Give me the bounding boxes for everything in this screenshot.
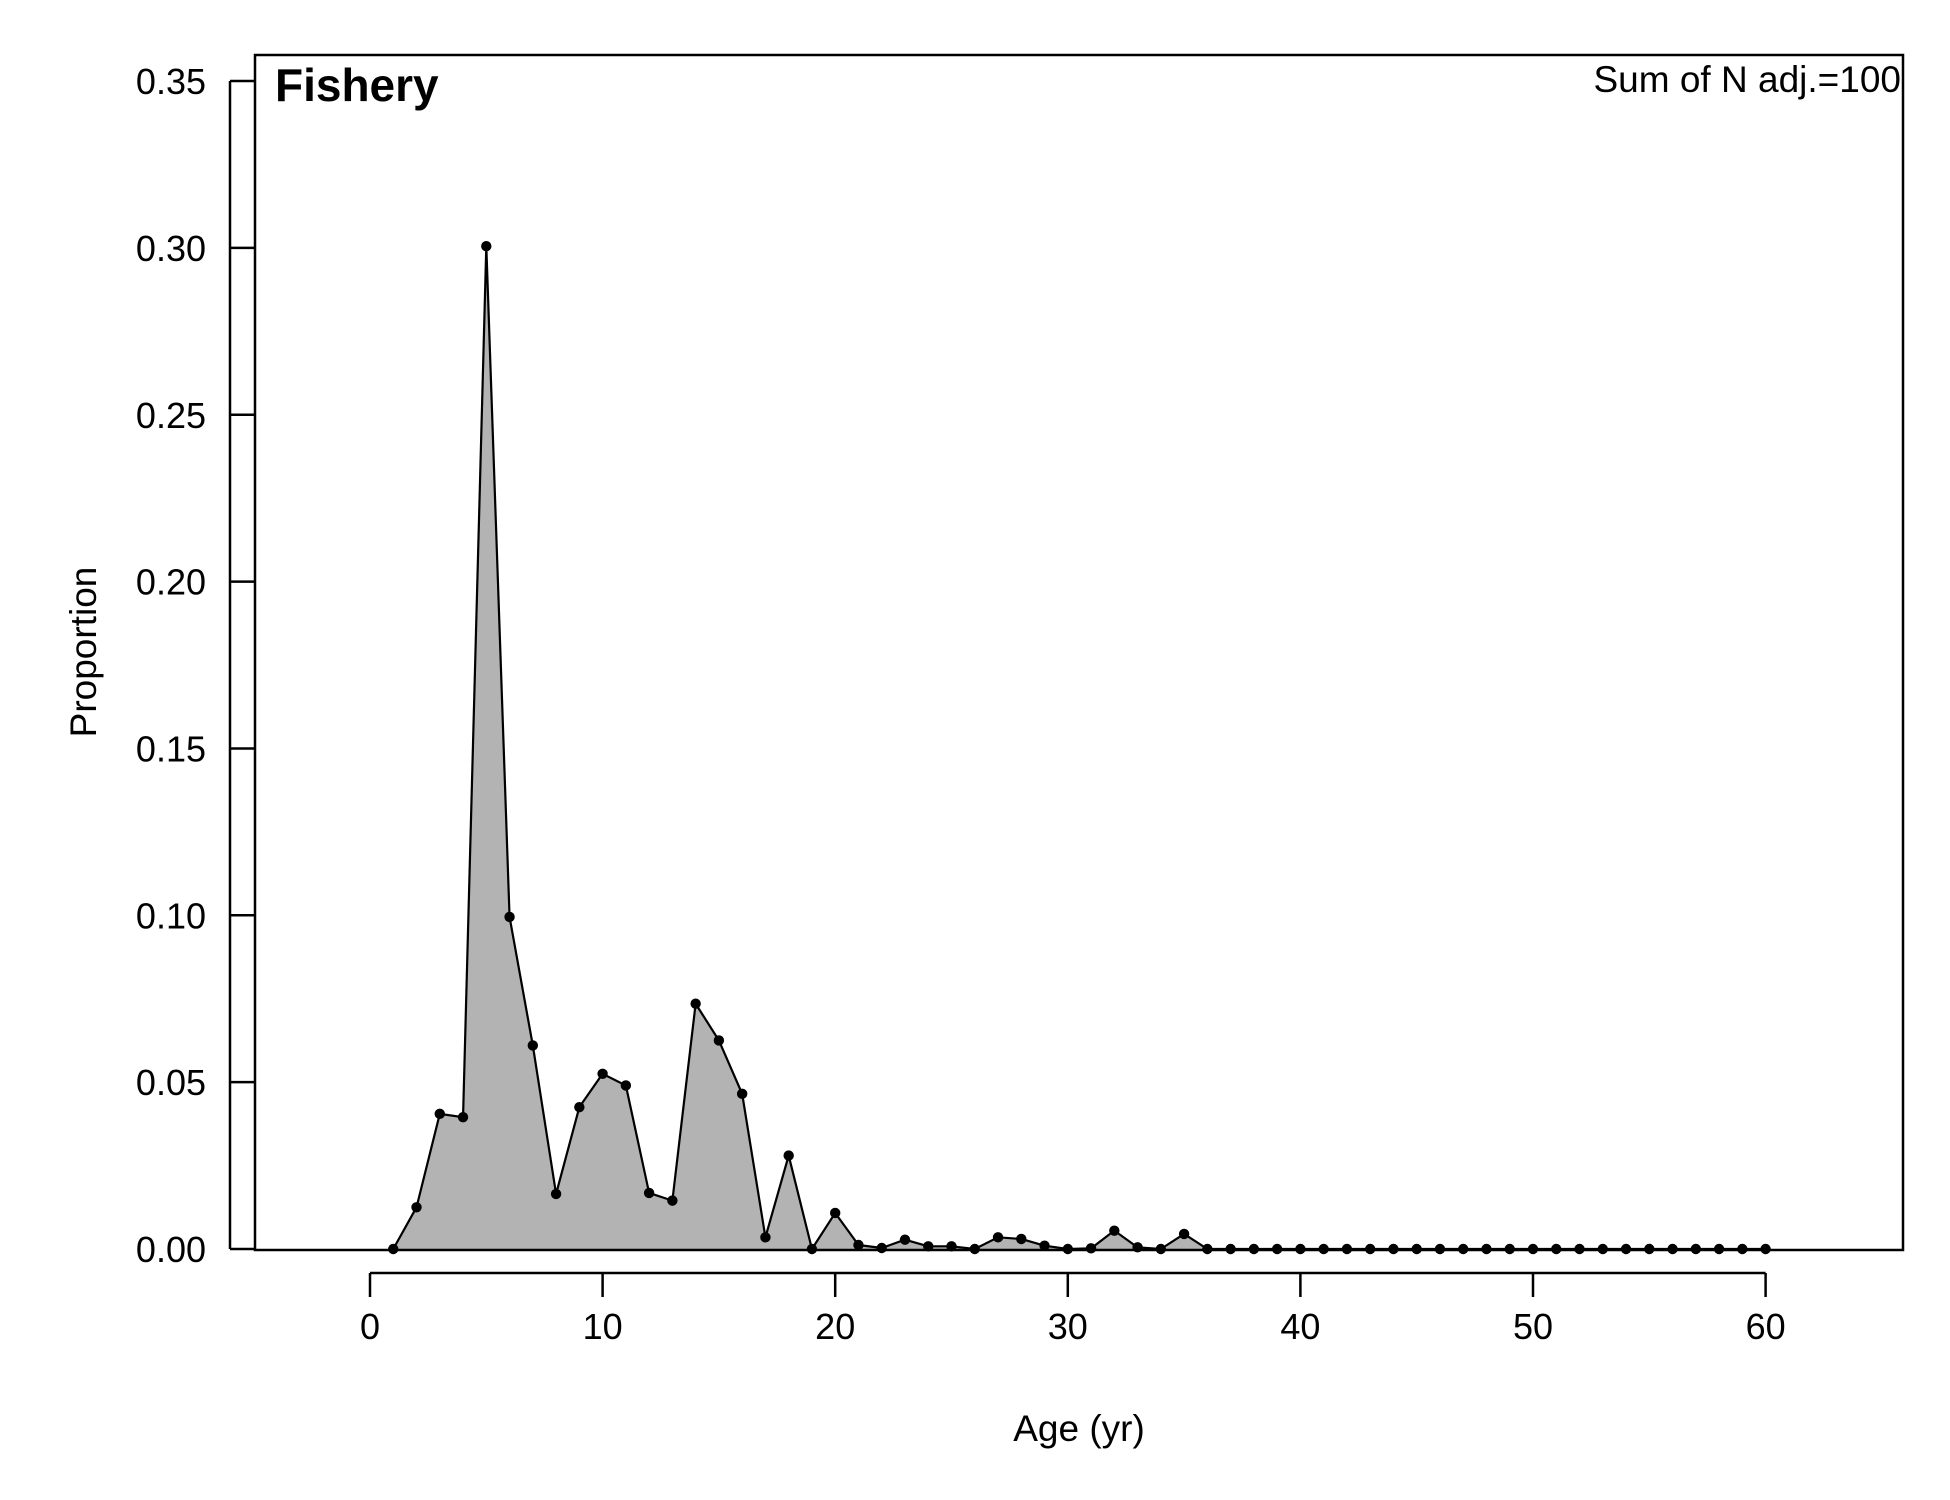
data-point-age-13 [667, 1195, 678, 1206]
data-point-age-27 [992, 1232, 1004, 1243]
y-tick-label: 0.05 [136, 1062, 206, 1103]
x-tick-label: 50 [1513, 1306, 1553, 1347]
x-tick-label: 30 [1048, 1306, 1088, 1347]
data-point-age-6 [504, 911, 515, 923]
data-point-age-17 [760, 1232, 771, 1243]
data-point-age-32 [1109, 1225, 1120, 1236]
y-axis-title: Proportion [63, 567, 104, 738]
data-point-age-15 [713, 1035, 725, 1046]
data-point-age-31 [1085, 1243, 1097, 1254]
y-tick-label: 0.00 [136, 1229, 206, 1270]
x-tick-label: 10 [583, 1306, 623, 1347]
x-tick-label: 40 [1280, 1306, 1320, 1347]
x-axis: 0 10 20 30 40 50 60 [360, 1271, 1786, 1347]
data-point-age-20 [830, 1207, 841, 1219]
x-tick-label: 60 [1746, 1306, 1786, 1347]
data-point-age-29 [1039, 1240, 1050, 1251]
x-axis-title: Age (yr) [1013, 1408, 1145, 1449]
data-point-age-35 [1178, 1228, 1190, 1240]
plot-frame [253, 53, 1905, 1252]
data-point-age-2 [411, 1202, 422, 1213]
data-point-age-14 [690, 998, 701, 1009]
data-point-age-7 [527, 1040, 539, 1051]
y-tick-label: 0.25 [136, 395, 206, 436]
y-tick-label: 0.10 [136, 895, 206, 936]
data-point-age-11 [620, 1080, 632, 1091]
y-axis: 0.00 0.05 0.10 0.15 0.20 0.25 0.30 0.35 [136, 61, 255, 1270]
data-point-age-22 [876, 1242, 887, 1254]
y-tick-label: 0.20 [136, 562, 206, 603]
data-point-age-10 [597, 1068, 608, 1080]
data-point-age-4 [457, 1111, 469, 1123]
x-tick-label: 0 [360, 1306, 380, 1347]
y-tick-label: 0.35 [136, 61, 206, 102]
y-tick-label: 0.30 [136, 228, 206, 269]
x-tick-label: 20 [815, 1306, 855, 1347]
data-point-age-28 [1016, 1233, 1027, 1245]
sample-size-annotation: Sum of N adj.=100 [1594, 59, 1902, 100]
data-point-age-12 [643, 1187, 655, 1199]
data-point-age-16 [736, 1088, 748, 1100]
data-point-age-18 [783, 1150, 794, 1161]
data-point-age-9 [574, 1101, 585, 1113]
data-point-age-21 [853, 1239, 864, 1251]
panel-title: Fishery [275, 59, 439, 111]
y-tick-label: 0.15 [136, 728, 206, 769]
data-point-age-5 [481, 241, 492, 252]
data-point-age-8 [550, 1188, 562, 1200]
data-point-age-23 [899, 1234, 911, 1245]
data-point-age-3 [434, 1108, 445, 1120]
proportion-area [393, 246, 1766, 1249]
